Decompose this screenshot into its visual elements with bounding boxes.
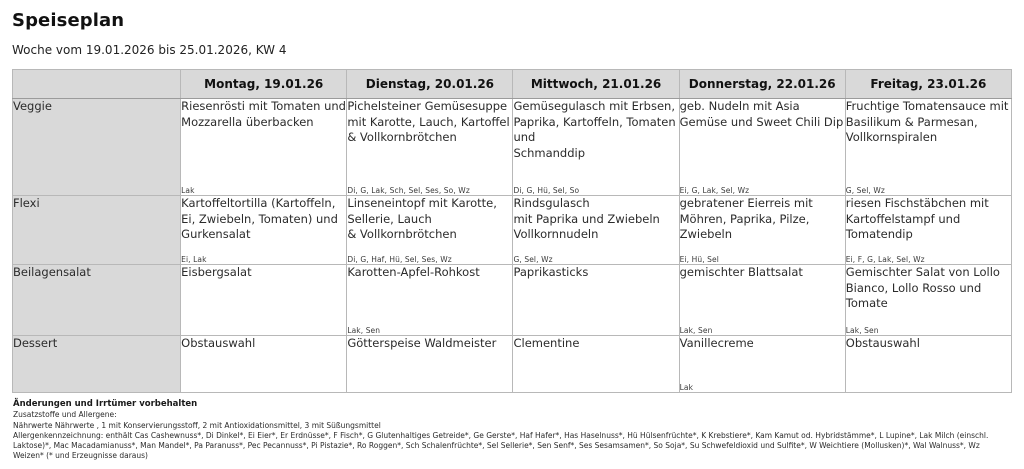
dish-name: Karotten-Apfel-Rohkost xyxy=(347,265,480,279)
week-range-label: Woche vom 19.01.2026 bis 25.01.2026, KW … xyxy=(12,43,287,57)
category-label-flexi: Flexi xyxy=(11,195,182,265)
allergen-codes: Ei, Hü, Sel xyxy=(679,255,719,264)
allergen-codes: Lak, Sen xyxy=(347,326,381,335)
menu-cell-flexi-dienstag: Linseneintopf mit Karotte, Sellerie, Lau… xyxy=(346,195,514,265)
menu-cell-veggie-freitag: Fruchtige Tomatensauce mit Basilikum & P… xyxy=(844,98,1013,196)
allergen-codes: Di, G, Lak, Sch, Sel, Ses, So, Wz xyxy=(347,186,470,195)
menu-cell-salat-freitag: Gemischter Salat von Lollo Bianco, Lollo… xyxy=(844,264,1013,336)
allergen-codes: Di, G, Haf, Hü, Sel, Ses, Wz xyxy=(347,255,452,264)
table-body: Veggie Riesenrösti mit Tomaten und Mozza… xyxy=(11,98,1013,393)
dish-name: Götterspeise Waldmeister xyxy=(347,336,497,350)
dish-name: Pichelsteiner Gemüsesuppe mit Karotte, L… xyxy=(347,99,510,145)
allergen-codes: Lak xyxy=(181,186,195,195)
allergen-codes: Ei, G, Lak, Sel, Wz xyxy=(679,186,750,195)
allergen-codes: G, Sel, Wz xyxy=(845,186,885,195)
allergen-codes: Ei, F, G, Lak, Sel, Wz xyxy=(845,255,925,264)
menu-cell-veggie-montag: Riesenrösti mit Tomaten und Mozzarella ü… xyxy=(180,98,348,196)
header-corner-cell xyxy=(11,69,182,99)
menu-cell-salat-dienstag: Karotten-Apfel-Rohkost Lak, Sen xyxy=(346,264,514,336)
column-header-donnerstag: Donnerstag, 22.01.26 xyxy=(678,69,846,99)
page-title: Speiseplan xyxy=(12,10,125,31)
menu-cell-dessert-freitag: Obstauswahl xyxy=(844,335,1013,393)
menu-cell-veggie-dienstag: Pichelsteiner Gemüsesuppe mit Karotte, L… xyxy=(346,98,514,196)
column-header-mittwoch: Mittwoch, 21.01.26 xyxy=(512,69,680,99)
table-row-veggie: Veggie Riesenrösti mit Tomaten und Mozza… xyxy=(11,98,1013,196)
column-header-montag: Montag, 19.01.26 xyxy=(180,69,348,99)
menu-cell-flexi-donnerstag: gebratener Eierreis mit Möhren, Paprika,… xyxy=(678,195,846,265)
menu-cell-dessert-montag: Obstauswahl xyxy=(180,335,348,393)
category-label-dessert: Dessert xyxy=(11,335,182,393)
dish-name: Fruchtige Tomatensauce mit Basilikum & P… xyxy=(845,99,1009,145)
dish-name: Obstauswahl xyxy=(845,336,920,350)
dish-name: Eisbergsalat xyxy=(181,265,252,279)
dish-name: Obstauswahl xyxy=(181,336,256,350)
column-header-freitag: Freitag, 23.01.26 xyxy=(844,69,1013,99)
column-header-dienstag: Dienstag, 20.01.26 xyxy=(346,69,514,99)
disclaimer-text: Änderungen und Irrtümer vorbehalten xyxy=(13,399,198,409)
allergen-codes: Lak, Sen xyxy=(679,326,713,335)
table-row-dessert: Dessert Obstauswahl Götterspeise Waldmei… xyxy=(11,335,1013,393)
allergen-codes: Ei, Lak xyxy=(181,255,207,264)
header-row: Montag, 19.01.26 Dienstag, 20.01.26 Mitt… xyxy=(11,69,1013,99)
dish-name: Gemüsegulasch mit Erbsen, Paprika, Karto… xyxy=(513,99,676,160)
dish-name: Riesenrösti mit Tomaten und Mozzarella ü… xyxy=(181,99,346,129)
category-label-veggie: Veggie xyxy=(11,98,182,196)
nutrition-note: Nährwerte Nährwerte , 1 mit Konservierun… xyxy=(13,420,381,430)
category-label-beilagensalat: Beilagensalat xyxy=(11,264,182,336)
dish-name: Vanillecreme xyxy=(679,336,754,350)
dish-name: gemischter Blattsalat xyxy=(679,265,803,279)
dish-name: riesen Fischstäbchen mit Kartoffelstampf… xyxy=(845,196,989,242)
dish-name: Linseneintopf mit Karotte, Sellerie, Lau… xyxy=(347,196,497,242)
table-row-beilagensalat: Beilagensalat Eisbergsalat Karotten-Apfe… xyxy=(11,264,1013,336)
additives-heading: Zusatzstoffe und Allergene: xyxy=(13,410,117,420)
dish-name: Rindsgulasch mit Paprika und Zwiebeln Vo… xyxy=(513,196,660,242)
menu-cell-dessert-dienstag: Götterspeise Waldmeister xyxy=(346,335,514,393)
menu-cell-flexi-freitag: riesen Fischstäbchen mit Kartoffelstampf… xyxy=(844,195,1013,265)
menu-cell-veggie-donnerstag: geb. Nudeln mit Asia Gemüse und Sweet Ch… xyxy=(678,98,846,196)
allergen-codes: Lak, Sen xyxy=(845,326,879,335)
menu-table: Montag, 19.01.26 Dienstag, 20.01.26 Mitt… xyxy=(11,69,1013,393)
menu-cell-flexi-montag: Kartoffeltortilla (Kartoffeln, Ei, Zwieb… xyxy=(180,195,348,265)
allergen-codes: Di, G, Hü, Sel, So xyxy=(513,186,580,195)
menu-cell-salat-mittwoch: Paprikasticks xyxy=(512,264,680,336)
allergen-codes: G, Sel, Wz xyxy=(513,255,553,264)
menu-cell-salat-montag: Eisbergsalat xyxy=(180,264,348,336)
table-header: Montag, 19.01.26 Dienstag, 20.01.26 Mitt… xyxy=(11,69,1013,99)
menu-cell-veggie-mittwoch: Gemüsegulasch mit Erbsen, Paprika, Karto… xyxy=(512,98,680,196)
dish-name: Paprikasticks xyxy=(513,265,589,279)
menu-cell-dessert-mittwoch: Clementine xyxy=(512,335,680,393)
dish-name: Gemischter Salat von Lollo Bianco, Lollo… xyxy=(845,265,1000,311)
footer-notes: Änderungen und Irrtümer vorbehalten Zusa… xyxy=(12,399,1012,461)
dish-name: Kartoffeltortilla (Kartoffeln, Ei, Zwieb… xyxy=(181,196,338,242)
menu-cell-flexi-mittwoch: Rindsgulasch mit Paprika und Zwiebeln Vo… xyxy=(512,195,680,265)
table-row-flexi: Flexi Kartoffeltortilla (Kartoffeln, Ei,… xyxy=(11,195,1013,265)
menu-cell-salat-donnerstag: gemischter Blattsalat Lak, Sen xyxy=(678,264,846,336)
dish-name: Clementine xyxy=(513,336,580,350)
allergen-legend: Allergenkennzeichnung: enthält Cas Cashe… xyxy=(13,430,989,460)
dish-name: geb. Nudeln mit Asia Gemüse und Sweet Ch… xyxy=(679,99,844,129)
allergen-codes: Lak xyxy=(679,383,694,392)
menu-cell-dessert-donnerstag: Vanillecreme Lak xyxy=(678,335,846,393)
dish-name: gebratener Eierreis mit Möhren, Paprika,… xyxy=(679,196,813,242)
